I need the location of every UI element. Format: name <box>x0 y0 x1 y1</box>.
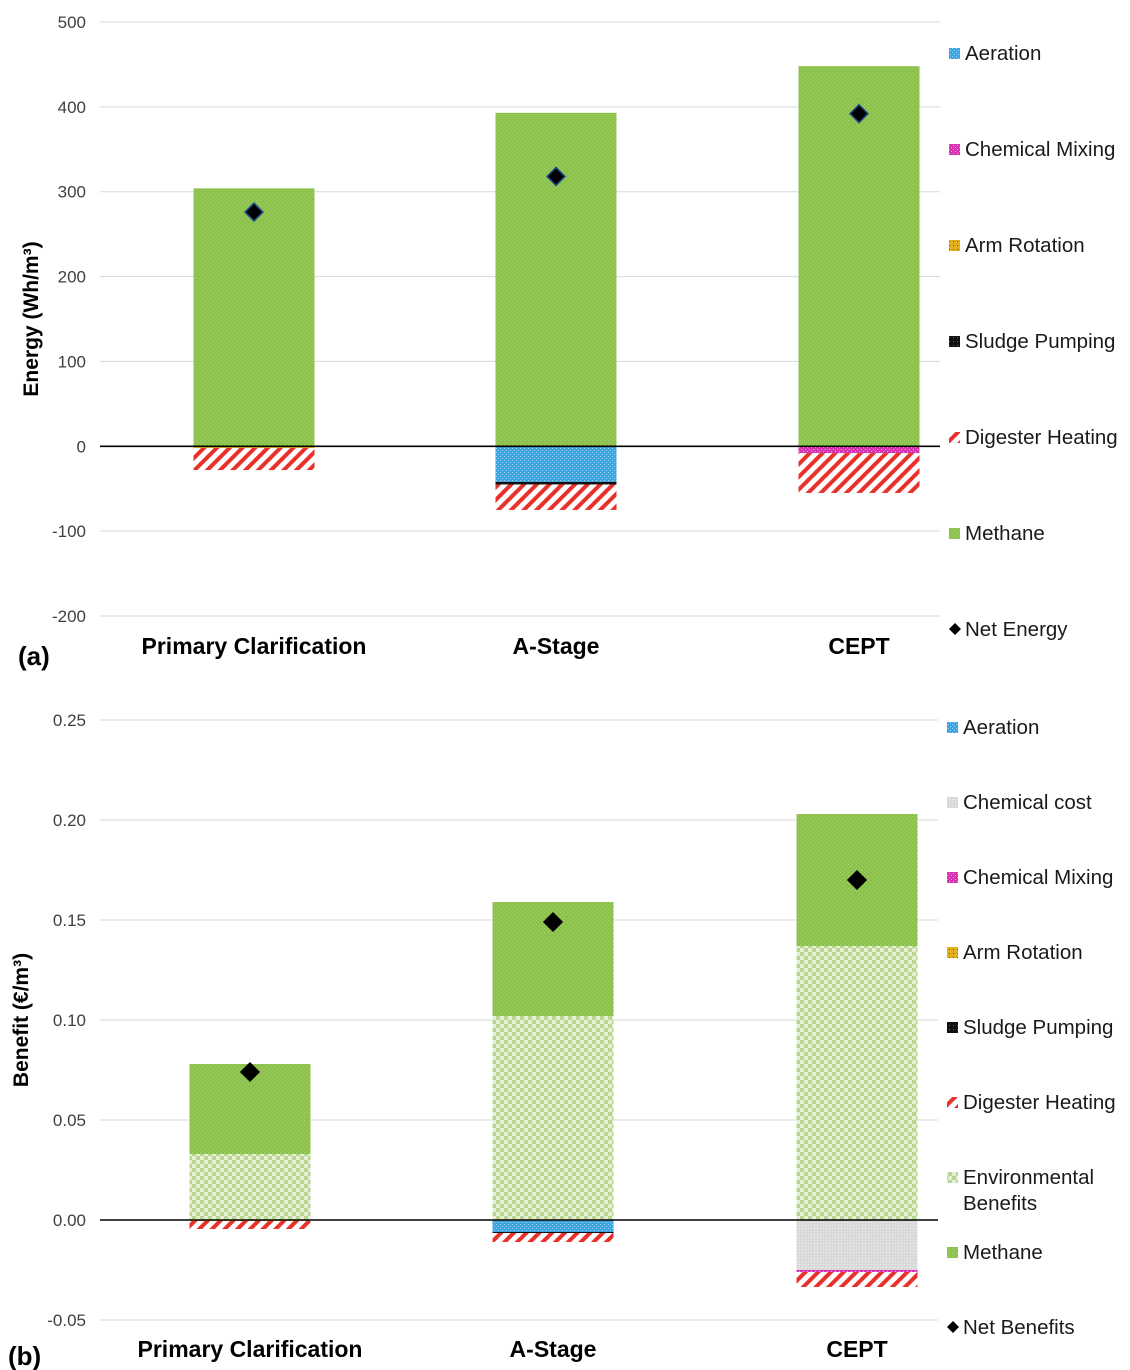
chart-benefit: 0.25 0.20 0.15 0.10 0.05 0.00 -0.05 Primary Cla… <box>8 711 1116 1370</box>
legend-label-chemical-cost: Chemical cost <box>963 791 1092 814</box>
bar-chemical-mixing-cept <box>796 1270 918 1272</box>
legend-swatch-chemical-cost <box>947 797 958 808</box>
bar-environmental-benefits-primary-clarification <box>189 1154 311 1220</box>
chart-energy: 500 400 300 200 100 0 -100 -200 Primary Clarific… <box>18 13 1118 671</box>
bar-digester-heating-a-stage <box>495 484 617 510</box>
legend-swatch-aeration <box>947 722 958 733</box>
legend-label-digester-heating: Digester Heating <box>963 1091 1116 1114</box>
legend-label-environmental-benefits: Environmental Benefits <box>963 1166 1094 1215</box>
bar-aeration-a-stage <box>492 1220 614 1232</box>
bar-digester-heating-primary-clarification <box>193 447 315 471</box>
category-label: CEPT <box>828 633 889 659</box>
bar-chemical-cost-cept <box>796 1220 918 1270</box>
bar-digester-heating-cept <box>796 1272 918 1287</box>
bar-digester-heating-a-stage <box>492 1233 614 1242</box>
legend-label-methane: Methane <box>963 1241 1043 1264</box>
category-label: Primary Clarification <box>138 1336 363 1362</box>
net-marker-cept <box>848 103 870 124</box>
category-label: A-Stage <box>513 633 600 659</box>
legend-label-sludge-pumping: Sludge Pumping <box>963 1016 1113 1039</box>
y-axis-label: Benefit (€/m³) <box>10 953 33 1087</box>
legend-swatch-digester-heating <box>949 432 960 443</box>
y-tick-label: 0.25 <box>53 711 86 730</box>
legend-label-digester-heating: Digester Heating <box>965 426 1118 449</box>
legend-swatch-arm-rotation <box>947 947 958 958</box>
legend-label-aeration: Aeration <box>963 716 1039 739</box>
y-tick-label: 0 <box>77 437 86 456</box>
legend-label-chemical-mixing: Chemical Mixing <box>965 138 1115 161</box>
net-marker-a-stage <box>545 166 567 187</box>
y-tick-label: 0.10 <box>53 1011 86 1030</box>
legend-label-chemical-mixing: Chemical Mixing <box>963 866 1113 889</box>
bar-environmental-benefits-a-stage <box>492 1016 614 1220</box>
bar-environmental-benefits-cept <box>796 946 918 1220</box>
panel-label: (b) <box>8 1341 41 1370</box>
bar-sludge-pumping-a-stage <box>492 1232 614 1233</box>
bar-sludge-pumping-a-stage <box>495 481 617 485</box>
y-tick-label: -0.05 <box>47 1311 86 1330</box>
bar-digester-heating-cept <box>798 453 920 493</box>
legend-marker-net-benefits <box>947 1321 959 1333</box>
net-marker-primary-clarification <box>243 202 265 223</box>
legend-swatch-environmental-benefits <box>947 1172 958 1183</box>
bar-methane-cept <box>798 66 920 447</box>
net-marker-primary-clarification <box>239 1061 261 1083</box>
legend-label-net-benefits: Net Benefits <box>963 1316 1075 1339</box>
legend-swatch-chemical-mixing <box>947 872 958 883</box>
bar-aeration-a-stage <box>495 446 617 482</box>
y-tick-label: 300 <box>58 183 86 202</box>
category-label: A-Stage <box>510 1336 597 1362</box>
legend-marker-net-energy <box>949 623 961 635</box>
bar-methane-primary-clarification <box>193 188 315 447</box>
y-tick-label: 0.15 <box>53 911 86 930</box>
y-tick-label: 0.05 <box>53 1111 86 1130</box>
bar-digester-heating-primary-clarification <box>189 1221 311 1229</box>
legend-swatch-arm-rotation <box>949 240 960 251</box>
bar-methane-a-stage <box>495 112 617 447</box>
legend-swatch-aeration <box>949 48 960 59</box>
net-marker-a-stage <box>542 911 564 933</box>
legend-swatch-methane <box>947 1247 958 1258</box>
y-tick-label: 0.20 <box>53 811 86 830</box>
bar-chemical-mixing-cept <box>798 446 920 454</box>
legend: Aeration Chemical Mixing Arm Rotation Sludg… <box>949 42 1118 641</box>
legend: Aeration Chemical cost Chemical Mixing Arm … <box>947 716 1116 1339</box>
legend-swatch-sludge-pumping <box>949 336 960 347</box>
y-tick-label: 200 <box>58 268 86 287</box>
category-label: CEPT <box>826 1336 887 1362</box>
legend-label-aeration: Aeration <box>965 42 1041 65</box>
y-tick-label: 100 <box>58 352 86 371</box>
y-tick-label: 500 <box>58 13 86 32</box>
y-tick-label: -200 <box>52 607 86 626</box>
y-tick-label: 0.00 <box>53 1211 86 1230</box>
legend-label-methane: Methane <box>965 522 1045 545</box>
legend-label-arm-rotation: Arm Rotation <box>965 234 1085 257</box>
net-marker-cept <box>846 869 868 891</box>
legend-label-sludge-pumping: Sludge Pumping <box>965 330 1115 353</box>
y-tick-label: 400 <box>58 98 86 117</box>
category-label: Primary Clarification <box>142 633 367 659</box>
bar-arm-rotation-primary-clarification <box>193 446 315 448</box>
legend-swatch-sludge-pumping <box>947 1022 958 1033</box>
panel-label: (a) <box>18 641 50 671</box>
legend-label-net-energy: Net Energy <box>965 618 1068 641</box>
y-axis-label: Energy (Wh/m³) <box>20 241 43 396</box>
legend-swatch-chemical-mixing <box>949 144 960 155</box>
legend-label-arm-rotation: Arm Rotation <box>963 941 1083 964</box>
legend-swatch-digester-heating <box>947 1097 958 1108</box>
legend-swatch-methane <box>949 528 960 539</box>
y-tick-label: -100 <box>52 522 86 541</box>
